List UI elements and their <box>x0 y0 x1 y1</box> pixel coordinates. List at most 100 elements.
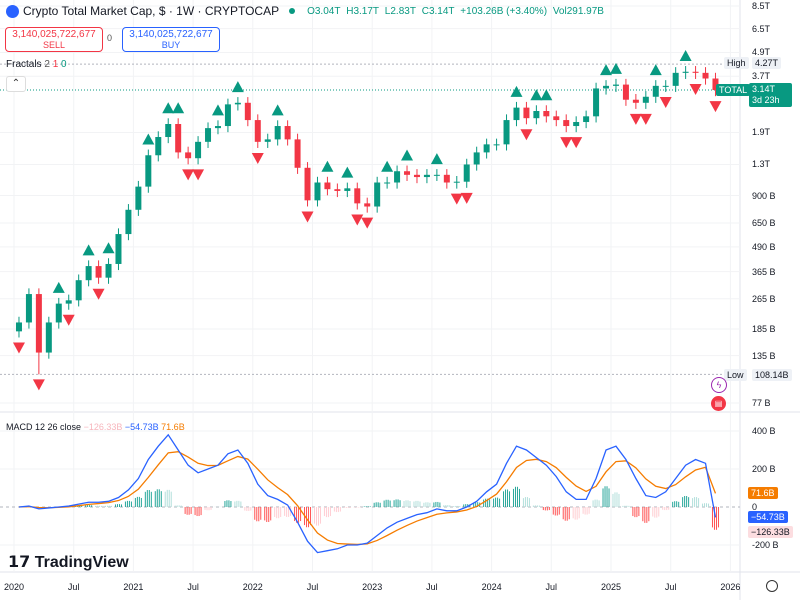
sell-price: 3,140,025,722,677 <box>12 29 96 40</box>
fractal-down-marker <box>62 314 75 326</box>
candle-body <box>214 126 221 129</box>
candle-body <box>493 144 500 146</box>
brand-name: TradingView <box>34 554 129 571</box>
candle-body <box>712 78 719 91</box>
candle-body <box>612 84 619 86</box>
fractals-legend[interactable]: Fractals 2 1 0 <box>6 59 67 70</box>
tradingview-logo[interactable]: 𝟭𝟳 TradingView <box>8 552 129 572</box>
chart-header: Crypto Total Market Cap, $ · 1W · CRYPTO… <box>6 4 607 18</box>
candle-body <box>533 110 540 119</box>
macd-line <box>18 433 717 554</box>
fractal-down-marker <box>450 193 463 205</box>
candle-body <box>65 300 72 304</box>
fractal-down-marker <box>182 169 195 181</box>
macd-signal-value: 71.6B <box>161 422 185 432</box>
macd-legend[interactable]: MACD 12 26 close −126.33B −54.73B 71.6B <box>6 422 185 432</box>
time-tick-label: 2026 <box>720 582 741 592</box>
candle-body <box>463 164 470 182</box>
fractal-down-marker <box>301 211 314 223</box>
fractal-up-marker <box>381 160 394 172</box>
candle-body <box>195 141 202 159</box>
candle-body <box>45 322 52 353</box>
fractal-down-marker <box>32 379 45 391</box>
candle-body <box>234 102 241 105</box>
high-value: 4.27T <box>752 57 782 69</box>
symbol-title[interactable]: Crypto Total Market Cap, $ · 1W · CRYPTO… <box>23 4 280 18</box>
fractal-down-marker <box>520 129 533 141</box>
sell-button[interactable]: 3,140,025,722,677 SELL <box>5 27 103 52</box>
buy-label: BUY <box>161 40 181 50</box>
fractal-down-marker <box>659 96 672 108</box>
price-tick-label: 1.9T <box>752 127 771 138</box>
candle-body <box>483 144 490 153</box>
candle-body <box>35 294 42 353</box>
fractal-up-marker <box>341 166 354 178</box>
time-tick-label: Jul <box>187 582 199 592</box>
fractal-down-marker <box>709 101 722 113</box>
price-tick-label: 135 B <box>752 350 776 361</box>
fractal-down-marker <box>361 217 374 229</box>
change-value: +103.26B (+3.40%) <box>460 5 548 17</box>
low-label: Low <box>724 369 747 381</box>
time-tick-label: Jul <box>67 582 80 592</box>
time-tick-label: Jul <box>306 582 319 592</box>
fractal-down-marker <box>560 137 573 149</box>
time-tick-label: 2022 <box>242 582 263 592</box>
price-tick-label: 4.9T <box>752 47 771 58</box>
candle-body <box>75 280 82 301</box>
symbol-logo-icon <box>6 4 19 18</box>
fractal-up-marker <box>649 64 662 76</box>
buy-price: 3,140,025,722,677 <box>129 29 213 40</box>
candle-body <box>15 322 22 332</box>
time-tick-label: 2023 <box>362 582 383 592</box>
price-tick-label: 650 B <box>752 217 776 228</box>
candle-body <box>354 188 361 204</box>
fractal-down-marker <box>689 83 702 95</box>
price-tick-label: 8.5T <box>752 1 771 11</box>
candle-body <box>185 152 192 159</box>
macd-name: MACD 12 26 close <box>6 422 82 432</box>
buy-button[interactable]: 3,140,025,722,677 BUY <box>122 27 220 52</box>
lightning-event-icon[interactable]: ϟ <box>711 377 727 393</box>
candle-body <box>314 182 321 201</box>
price-tick-label: 265 B <box>752 293 776 304</box>
candle-body <box>145 155 152 187</box>
low-value: L2.83T <box>384 5 416 17</box>
fractal-down-marker <box>92 288 105 300</box>
candle-body <box>264 139 271 142</box>
us-flag-event-icon[interactable]: ▤ <box>711 396 726 411</box>
fractal-up-marker <box>172 102 185 114</box>
candle-body <box>433 174 440 176</box>
collapse-legend-button[interactable]: ⌃ <box>6 76 26 92</box>
close-value: C3.14T <box>421 5 455 17</box>
low-value: 108.14B <box>752 369 792 381</box>
candle-body <box>583 116 590 123</box>
candle-body <box>523 107 530 119</box>
macd-tick-label: -200 B <box>752 540 779 550</box>
fractal-up-marker <box>102 242 115 254</box>
fractal-down-marker <box>251 152 264 164</box>
symbol-badge: TOTAL <box>716 84 751 96</box>
price-tick-label: 900 B <box>752 190 776 201</box>
candle-body <box>165 124 172 138</box>
price-tick-label: 6.5T <box>752 23 771 34</box>
settings-gear-icon[interactable] <box>766 580 778 592</box>
sell-label: SELL <box>42 40 66 50</box>
candle-body <box>702 72 709 79</box>
candle-body <box>593 88 600 117</box>
price-tick-label: 365 B <box>752 266 776 277</box>
price-tick-label: 77 B <box>752 398 771 409</box>
candle-body <box>404 171 411 175</box>
candle-body <box>224 104 231 127</box>
candle-body <box>105 263 112 278</box>
fractal-up-marker <box>162 102 175 114</box>
fractals-up-color: 0 <box>61 59 67 70</box>
candle-body <box>573 122 580 127</box>
candle-body <box>543 110 550 117</box>
candle-body <box>453 181 460 183</box>
candle-body <box>553 116 560 121</box>
candle-body <box>274 126 281 140</box>
candle-body <box>304 167 311 201</box>
candle-body <box>563 120 570 127</box>
